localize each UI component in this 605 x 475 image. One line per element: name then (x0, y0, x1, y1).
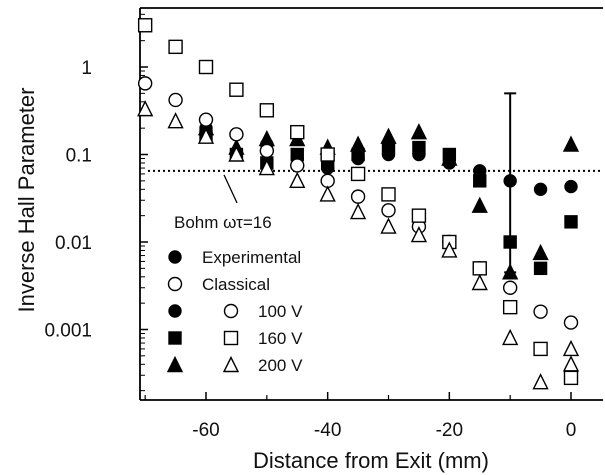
classical-triangle-point (228, 145, 245, 162)
experimental-triangle-point (258, 130, 275, 147)
y-tick-label: 0.001 (44, 321, 92, 342)
classical-triangle-point (441, 241, 458, 258)
classical-triangle-point (380, 217, 397, 234)
y-tick-label: 1 (81, 58, 92, 79)
classical-square-point (350, 166, 366, 182)
classical-triangle-point (410, 226, 428, 243)
y-axis-label: Inverse Hall Parameter (14, 88, 39, 313)
classical-square-point (411, 208, 427, 223)
classical-square-point (229, 82, 244, 97)
classical-circle-point (168, 92, 183, 108)
classical-circle-point (533, 304, 548, 319)
error-bar-group (504, 92, 517, 274)
classical-triangle-point (562, 355, 580, 372)
classical-square-point (259, 103, 275, 118)
classical-triangle-point (349, 202, 367, 220)
legend-label: 100 V (258, 302, 303, 321)
classical-square-point (502, 299, 518, 315)
experimental-triangle-point (441, 149, 458, 166)
experimental-circle-point (533, 182, 548, 197)
legend-marker-open (223, 303, 239, 319)
classical-circle-point (290, 158, 305, 173)
annotation-leader-line (223, 174, 238, 204)
classical-square-point (472, 261, 487, 276)
classical-circle-point (229, 127, 244, 142)
classical-square-point (563, 370, 579, 386)
classical-circle-point (563, 315, 579, 330)
plot-frame (139, 7, 603, 401)
legend-marker-filled (168, 331, 182, 345)
x-tick-label: -40 (314, 420, 341, 441)
classical-square-point (381, 187, 396, 202)
classical-triangle-point (562, 339, 580, 357)
classical-square-point (533, 341, 548, 357)
classical-triangle-point (471, 273, 488, 291)
experimental-square-point (412, 140, 426, 155)
experimental-circle-point (564, 179, 578, 194)
y-tick-label: 0.01 (55, 233, 92, 254)
experimental-square-point (564, 215, 578, 229)
experimental-triangle-point (562, 135, 580, 152)
legend-marker-filled (168, 304, 182, 318)
reference-line-group: Bohm ωτ=16 (148, 169, 603, 232)
classical-square-point (137, 18, 153, 33)
classical-square-point (290, 124, 305, 140)
classical-circle-point (259, 143, 275, 159)
classical-circle-point (198, 112, 214, 127)
classical-square-point (320, 147, 335, 162)
legend-label: 160 V (258, 329, 303, 348)
classical-triangle-point (258, 158, 275, 176)
experimental-square-point (533, 261, 548, 276)
experimental-triangle-point (410, 123, 428, 140)
classical-triangle-point (289, 171, 306, 189)
classical-triangle-point (137, 100, 154, 117)
x-tick-label: -20 (436, 420, 463, 441)
experimental-triangle-point (532, 243, 549, 261)
x-axis-label: Distance from Exit (mm) (253, 448, 489, 473)
legend-marker (168, 250, 182, 264)
experimental-triangle-point (471, 196, 488, 213)
legend-label: Experimental (202, 248, 301, 267)
data-marks (137, 18, 580, 390)
tick-marks: -60 -40 -20 0 1 0.1 0.01 0.001 (44, 13, 577, 441)
classical-triangle-point (502, 328, 519, 346)
classical-triangle-point (319, 185, 336, 202)
classical-circle-point (137, 76, 153, 91)
classical-triangle-point (167, 112, 184, 129)
experimental-triangle-point (380, 127, 397, 144)
classical-circle-point (350, 189, 366, 204)
classical-circle-point (502, 280, 518, 295)
legend-label: Classical (202, 275, 270, 294)
classical-triangle-point (532, 373, 549, 390)
classical-square-point (168, 39, 183, 55)
x-tick-label: -60 (192, 420, 219, 441)
bohm-annotation-label: Bohm ωτ=16 (174, 213, 272, 232)
y-tick-label: 0.1 (66, 146, 92, 167)
classical-circle-point (381, 203, 396, 218)
legend-marker-open (223, 330, 239, 346)
classical-square-point (198, 59, 214, 75)
classical-triangle-point (197, 127, 215, 144)
experimental-square-point (473, 174, 487, 188)
legend-marker-open (222, 355, 240, 373)
legend-marker (167, 276, 183, 292)
experimental-triangle-point (349, 135, 367, 152)
legend-marker-filled (166, 355, 184, 373)
legend-label: 200 V (258, 356, 303, 375)
legend: Experimental Classical 100 V 160 V 200 V (166, 248, 303, 375)
x-tick-label: 0 (566, 420, 577, 441)
